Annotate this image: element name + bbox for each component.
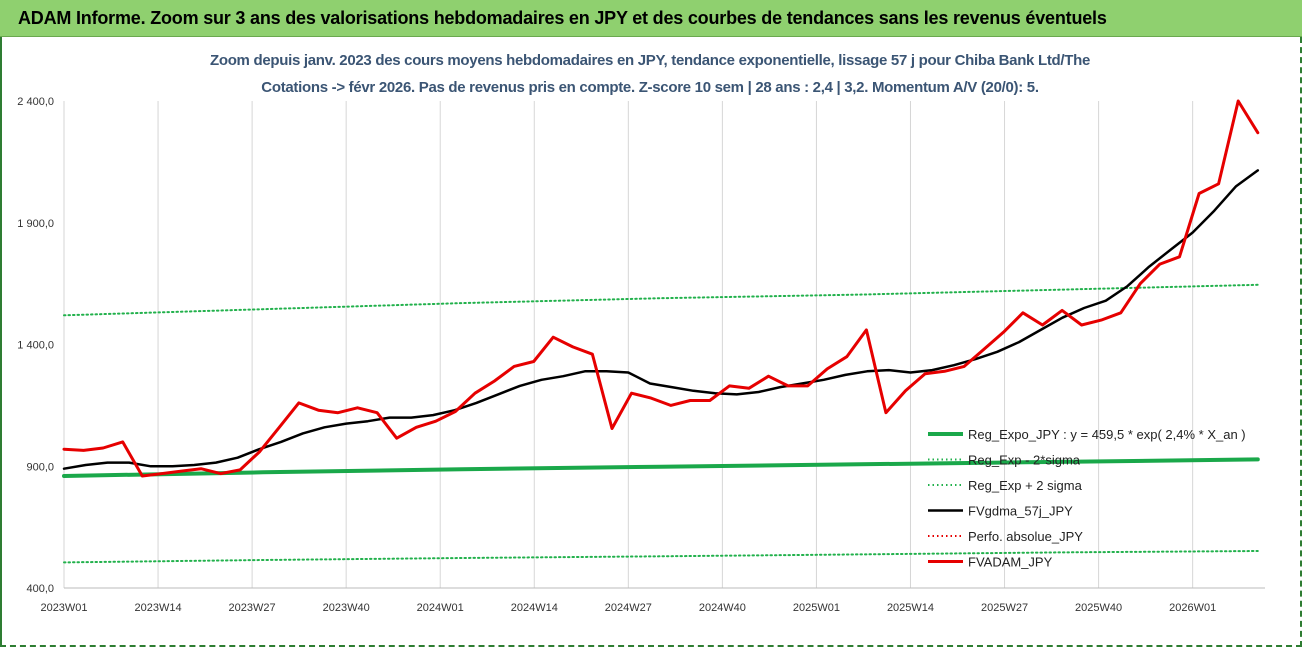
legend-label: Reg_Exp - 2*sigma	[968, 453, 1081, 468]
x-tick-label: 2025W14	[887, 602, 934, 614]
legend-label: FVADAM_JPY	[968, 555, 1053, 570]
chart-title: Zoom depuis janv. 2023 des cours moyens …	[209, 52, 1091, 69]
y-tick-label: 900,0	[26, 461, 54, 473]
x-tick-label: 2024W14	[511, 602, 558, 614]
x-tick-label: 2024W40	[699, 602, 746, 614]
x-tick-label: 2024W27	[605, 602, 652, 614]
x-tick-label: 2023W27	[229, 602, 276, 614]
report-title: ADAM Informe. Zoom sur 3 ans des valoris…	[18, 7, 1107, 28]
chart-subtitle: Cotations -> févr 2026. Pas de revenus p…	[261, 79, 1039, 96]
x-tick-label: 2023W40	[323, 602, 370, 614]
y-tick-label: 1 900,0	[17, 218, 54, 230]
x-tick-label: 2025W01	[793, 602, 840, 614]
legend-label: Reg_Exp + 2 sigma	[968, 478, 1083, 493]
y-tick-label: 2 400,0	[17, 96, 54, 108]
report-header: ADAM Informe. Zoom sur 3 ans des valoris…	[0, 0, 1302, 37]
x-tick-label: 2023W01	[40, 602, 87, 614]
x-tick-label: 2024W01	[417, 602, 464, 614]
y-tick-label: 400,0	[26, 583, 54, 595]
x-tick-label: 2025W27	[981, 602, 1028, 614]
series-line-1	[63, 550, 1259, 564]
legend-label: FVgdma_57j_JPY	[968, 504, 1073, 519]
series-line-5	[62, 99, 1260, 478]
series-line-0	[62, 457, 1260, 478]
x-tick-label: 2025W40	[1075, 602, 1122, 614]
legend-label: Reg_Expo_JPY : y = 459,5 * exp( 2,4% * X…	[968, 427, 1246, 442]
series-line-3	[62, 169, 1260, 470]
x-tick-label: 2026W01	[1169, 602, 1216, 614]
y-tick-label: 1 400,0	[17, 340, 54, 352]
legend-label: Perfo. absolue_JPY	[968, 529, 1083, 544]
series-line-2	[63, 283, 1259, 317]
x-tick-label: 2023W14	[135, 602, 182, 614]
chart-frame	[0, 37, 1302, 647]
